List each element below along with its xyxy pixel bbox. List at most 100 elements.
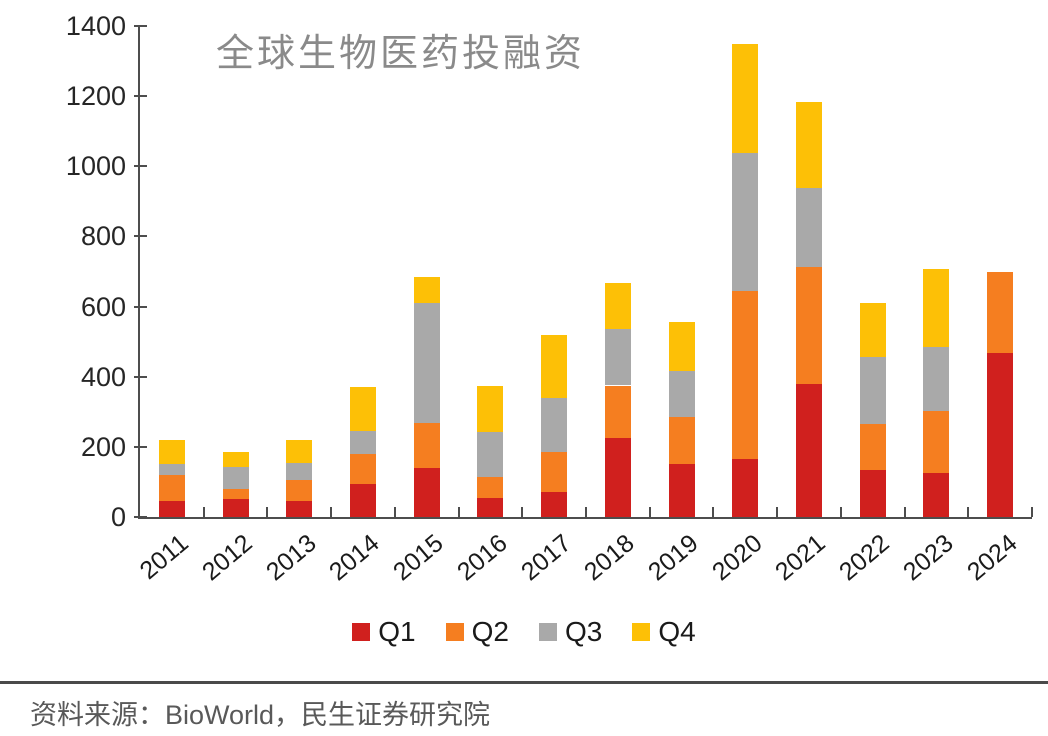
x-tick [903,507,906,517]
bar-segment-q2 [158,474,185,502]
bar-segment-q4 [350,387,376,432]
bar-segment-q3 [477,431,504,477]
x-category-label: 2020 [706,529,768,587]
bar-segment-q3 [732,152,759,291]
bar-2020 [732,44,759,517]
bar-segment-q1 [413,467,440,517]
x-tick [457,507,460,517]
x-category-label: 2014 [324,529,385,587]
x-tick [202,507,205,517]
legend-swatch-q2 [445,623,464,641]
bar-segment-q4 [668,322,695,371]
legend-item-q1: Q1 [352,616,416,648]
bar-2021 [796,102,822,517]
bar-segment-q4 [158,439,185,465]
bar-segment-q4 [604,282,631,330]
bar-segment-q3 [604,329,631,386]
x-category-label: 2022 [834,529,895,587]
bar-segment-q4 [923,269,950,347]
x-tick [266,507,269,517]
y-tick [134,165,147,168]
legend-label: Q4 [658,616,696,647]
y-tick-label: 200 [80,431,126,462]
bar-segment-q3 [413,303,440,424]
bar-2023 [923,269,950,517]
bar-segment-q4 [222,452,249,468]
bar-2019 [668,322,695,517]
plot-area [134,25,1033,519]
legend-swatch-q1 [352,623,371,641]
y-tick [134,375,147,378]
bar-segment-q2 [541,452,568,492]
bar-segment-q1 [158,501,185,517]
legend-swatch-q4 [632,623,651,641]
x-category-label: 2019 [642,529,704,587]
bar-segment-q3 [796,188,822,268]
bar-segment-q2 [668,417,695,464]
legend-swatch-q3 [539,623,557,641]
bar-segment-q2 [286,480,313,502]
y-tick [134,95,147,98]
x-tick [839,507,842,517]
bar-segment-q3 [923,346,950,412]
bar-segment-q2 [796,267,822,385]
chart-title: 全球生物医药投融资 [216,33,586,75]
legend-label: Q2 [471,616,509,647]
y-tick [134,25,147,27]
y-tick-label: 600 [80,291,126,322]
bar-segment-q2 [604,385,631,439]
bar-segment-q3 [158,464,185,475]
bar-segment-q2 [987,271,1014,353]
legend-label: Q1 [378,616,416,647]
bar-segment-q4 [286,439,313,463]
bar-segment-q2 [859,423,886,471]
bar-segment-q3 [350,431,376,454]
bar-segment-q4 [732,44,759,153]
bar-segment-q2 [413,423,440,468]
y-tick-label: 800 [80,221,126,252]
x-category-label: 2018 [579,529,640,587]
x-tick [330,507,333,517]
bar-segment-q4 [859,303,886,358]
bar-segment-q2 [350,453,376,484]
bar-segment-q1 [923,473,950,517]
bar-segment-q1 [350,483,376,517]
x-tick [585,507,587,517]
bar-2016 [477,385,504,517]
divider-line [0,681,1048,684]
y-tick-label: 400 [80,361,126,392]
y-tick-label: 1000 [65,151,126,182]
x-category-label: 2024 [961,529,1023,587]
legend-item-q3: Q3 [539,616,602,648]
y-tick [134,235,147,238]
bar-segment-q3 [859,357,886,424]
bar-2013 [286,439,313,517]
bar-segment-q4 [413,276,440,304]
bar-segment-q1 [222,499,249,517]
y-tick [134,445,147,448]
x-category-label: 2021 [770,529,831,587]
bar-segment-q1 [604,438,631,517]
x-tick [648,507,651,517]
bar-segment-q2 [732,290,759,460]
bar-segment-q1 [668,463,695,517]
bar-segment-q2 [477,476,504,498]
x-tick [393,507,396,517]
x-category-label: 2015 [388,529,449,587]
bar-segment-q4 [541,334,568,399]
bar-2011 [158,439,185,517]
x-tick [712,507,715,517]
bar-2015 [413,276,440,517]
legend-label: Q3 [565,616,603,647]
y-tick-label: 0 [110,502,126,532]
x-tick [521,507,524,517]
x-category-label: 2016 [451,529,513,587]
bar-segment-q1 [732,459,759,517]
y-tick-label: 1400 [65,11,126,41]
bar-segment-q3 [286,462,313,481]
legend-item-q2: Q2 [445,616,509,648]
bar-segment-q2 [923,411,950,474]
bar-segment-q4 [796,102,822,189]
y-tick [134,305,147,308]
x-category-label: 2013 [260,529,322,587]
